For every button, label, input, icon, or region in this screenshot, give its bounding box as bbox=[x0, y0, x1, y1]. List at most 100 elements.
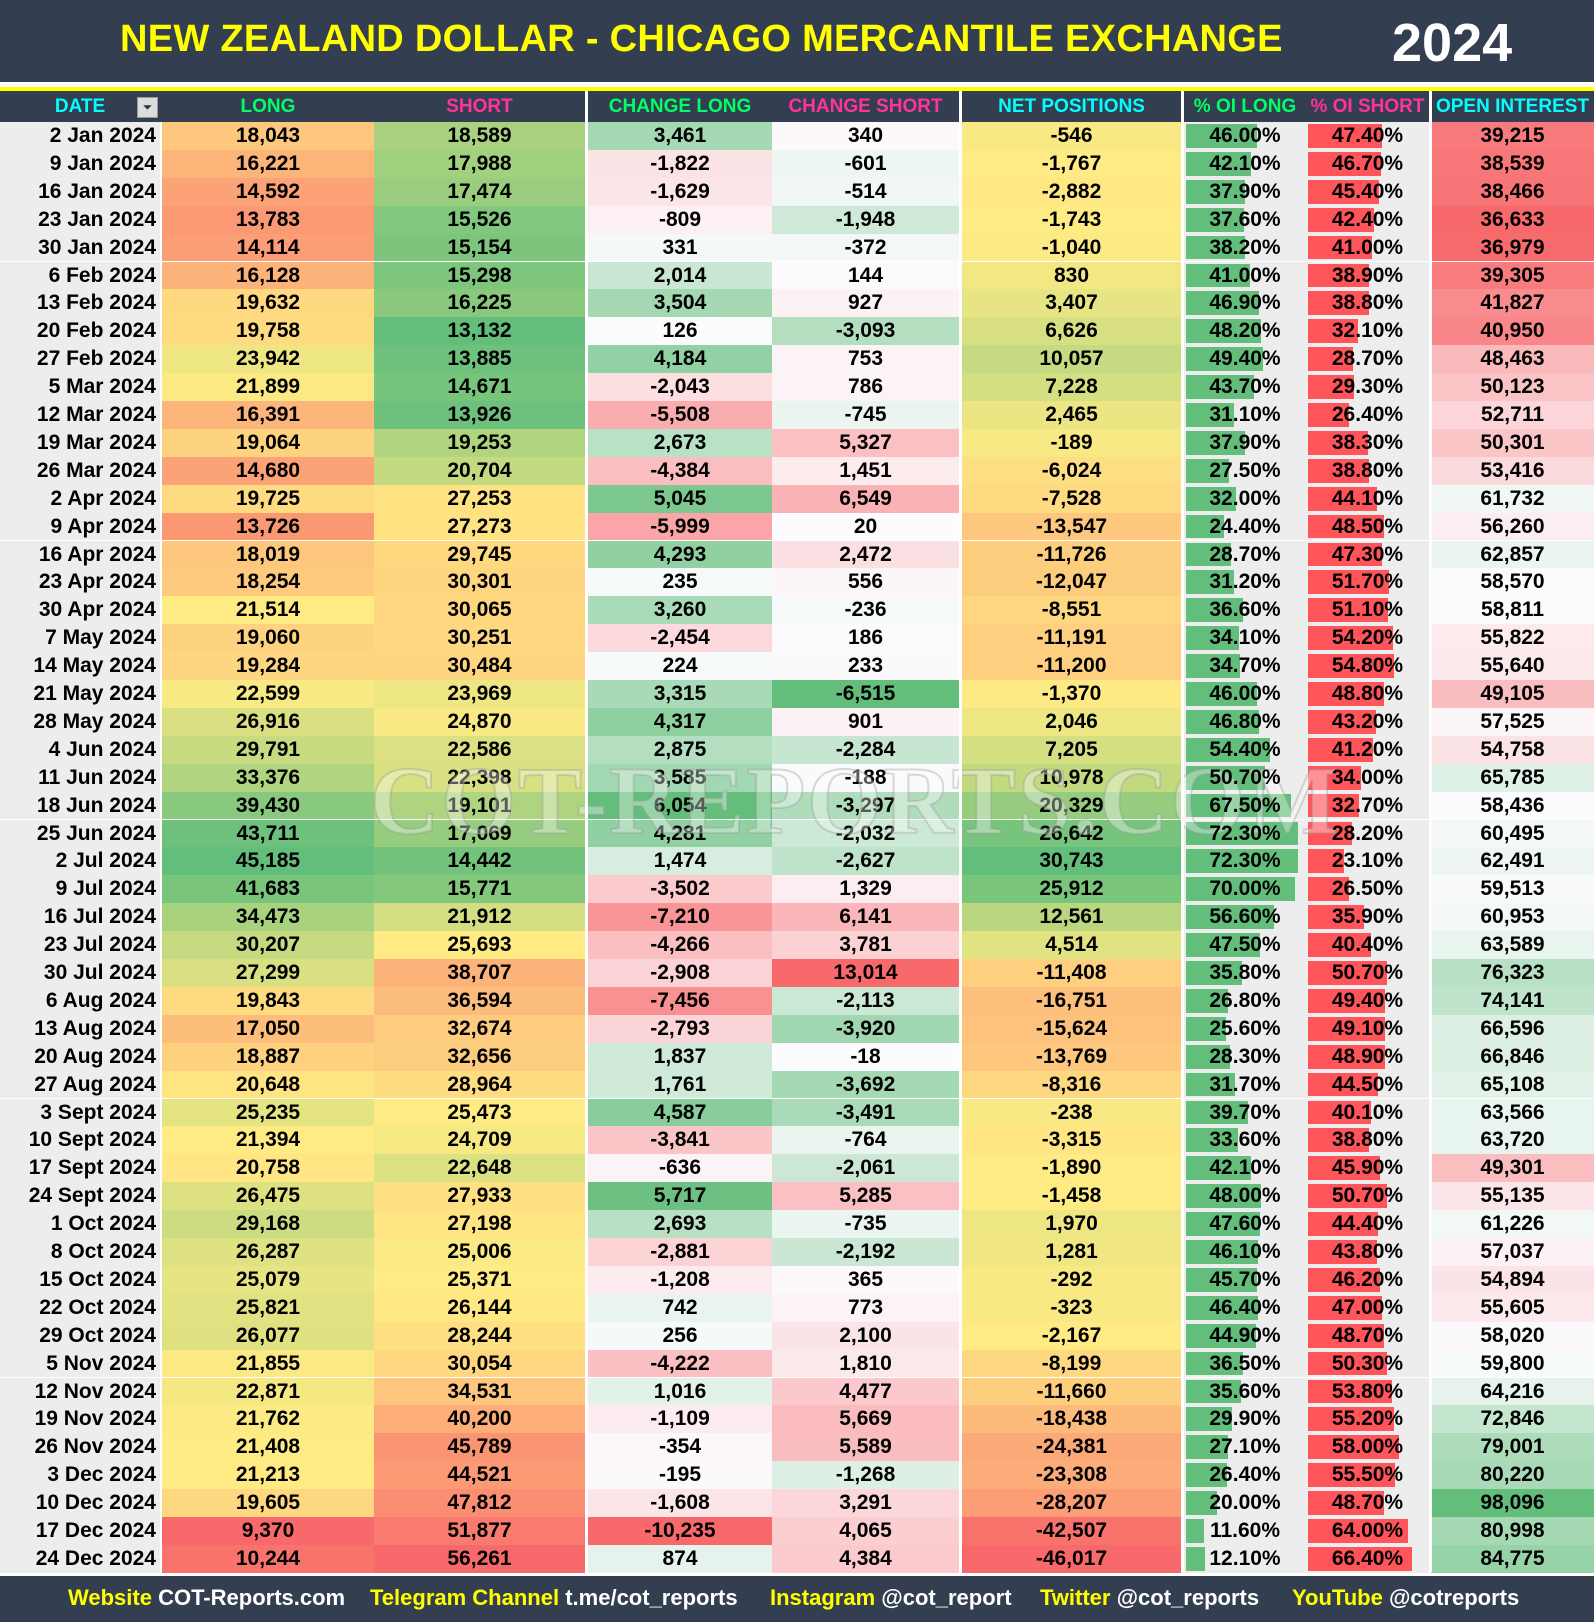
oi-long-data-bar bbox=[1186, 849, 1299, 874]
cell-long: 29,168 bbox=[162, 1210, 374, 1238]
cell-pct-oi-long: 72.30% bbox=[1184, 847, 1306, 876]
table-row: 2 Jan 2024 18,043 18,589 3,461 340 -546 46.00%… bbox=[0, 122, 1594, 150]
cell-pct-oi-long: 47.60% bbox=[1184, 1210, 1306, 1238]
column-header-change-short[interactable]: CHANGE SHORT bbox=[788, 96, 943, 117]
cell-open-interest: 39,215 bbox=[1431, 122, 1594, 150]
cell-net-positions: 10,057 bbox=[962, 345, 1181, 374]
cell-open-interest: 49,301 bbox=[1431, 1154, 1594, 1183]
table-row: 13 Feb 2024 19,632 16,225 3,504 927 3,407 46.9… bbox=[0, 289, 1594, 318]
table-row: 1 Oct 2024 29,168 27,198 2,693 -735 1,970 47.6… bbox=[0, 1210, 1594, 1238]
cell-pct-oi-long: 47.50% bbox=[1184, 931, 1306, 959]
cell-value: 28.70% bbox=[1331, 347, 1404, 371]
table-row: 12 Nov 2024 22,871 34,531 1,016 4,477 -11,660… bbox=[0, 1377, 1594, 1406]
cell-date: 30 Jan 2024 bbox=[0, 233, 160, 262]
cell-value: 50.70% bbox=[1331, 1184, 1404, 1208]
cell-date: 2 Jul 2024 bbox=[0, 847, 160, 876]
cell-short: 15,154 bbox=[374, 233, 585, 262]
cell-value: 34.70% bbox=[1209, 654, 1281, 678]
table-row: 23 Jan 2024 13,783 15,526 -809 -1,948 -1,743 3… bbox=[0, 205, 1594, 234]
cell-pct-oi-long: 72.30% bbox=[1184, 819, 1306, 848]
cell-change-short: 4,065 bbox=[772, 1517, 959, 1545]
cell-long: 22,599 bbox=[162, 680, 374, 708]
cell-pct-oi-long: 46.10% bbox=[1184, 1238, 1306, 1266]
cell-open-interest: 55,605 bbox=[1431, 1293, 1594, 1322]
table-row: 23 Apr 2024 18,254 30,301 235 556 -12,047 31.2… bbox=[0, 568, 1594, 597]
cell-value: 42.10% bbox=[1209, 151, 1281, 175]
oi-short-data-bar bbox=[1308, 961, 1388, 985]
cell-value: 70.00% bbox=[1209, 877, 1281, 901]
cell-long: 19,632 bbox=[162, 289, 374, 318]
cell-pct-oi-long: 31.10% bbox=[1184, 401, 1306, 429]
oi-short-data-bar bbox=[1308, 319, 1359, 344]
table-row: 11 Jun 2024 33,376 22,398 3,585 -188 10,978 50… bbox=[0, 763, 1594, 792]
cell-value: 47.40% bbox=[1331, 124, 1404, 147]
table-row: 15 Oct 2024 25,079 25,371 -1,208 365 -292 45.7… bbox=[0, 1265, 1594, 1294]
column-header-net-positions[interactable]: NET POSITIONS bbox=[998, 96, 1145, 117]
cell-pct-oi-short: 48.70% bbox=[1306, 1489, 1429, 1517]
column-header-pct-oi-short[interactable]: % OI SHORT bbox=[1310, 96, 1425, 117]
cell-change-long: 3,504 bbox=[588, 289, 772, 318]
footer-link-website[interactable]: Website COT-Reports.com bbox=[68, 1585, 345, 1611]
cell-value: 38.80% bbox=[1331, 1128, 1404, 1152]
cell-pct-oi-short: 47.00% bbox=[1306, 1293, 1429, 1322]
cell-short: 40,200 bbox=[374, 1405, 585, 1434]
cell-change-long: 4,317 bbox=[588, 707, 772, 736]
column-header-change-long[interactable]: CHANGE LONG bbox=[608, 96, 752, 117]
cell-pct-oi-short: 44.40% bbox=[1306, 1210, 1429, 1238]
column-header-date[interactable]: DATE bbox=[54, 96, 106, 117]
column-header-short[interactable]: SHORT bbox=[446, 96, 513, 117]
cell-pct-oi-long: 43.70% bbox=[1184, 373, 1306, 401]
cell-open-interest: 58,436 bbox=[1431, 791, 1594, 820]
cell-pct-oi-long: 46.80% bbox=[1184, 707, 1306, 736]
oi-long-data-bar bbox=[1186, 207, 1245, 232]
column-header-open-interest[interactable]: OPEN INTEREST bbox=[1435, 96, 1590, 117]
column-header-long[interactable]: LONG bbox=[240, 96, 296, 117]
footer-link-instagram[interactable]: Instagram @cot_report bbox=[770, 1585, 1012, 1611]
cell-value: 38.90% bbox=[1331, 263, 1404, 287]
oi-long-data-bar bbox=[1186, 1463, 1227, 1488]
cell-short: 30,301 bbox=[374, 568, 585, 597]
oi-long-data-bar bbox=[1186, 821, 1299, 846]
table-row: 17 Dec 2024 9,370 51,877 -10,235 4,065 -42,50… bbox=[0, 1517, 1594, 1545]
footer-link-twitter[interactable]: Twitter @cot_reports bbox=[1040, 1585, 1259, 1611]
cell-long: 18,043 bbox=[162, 122, 374, 150]
cell-pct-oi-long: 48.00% bbox=[1184, 1182, 1306, 1211]
table-row: 14 May 2024 19,284 30,484 224 233 -11,200 34.7… bbox=[0, 652, 1594, 680]
table-header: DATE LONG SHORT CHANGE LONG CHANGE SHORT NET … bbox=[0, 91, 1594, 122]
cell-net-positions: -1,743 bbox=[962, 205, 1181, 234]
cell-pct-oi-short: 28.20% bbox=[1306, 819, 1429, 848]
cell-change-long: 5,045 bbox=[588, 484, 772, 513]
cell-change-short: 233 bbox=[772, 652, 959, 680]
table-row: 27 Aug 2024 20,648 28,964 1,761 -3,692 -8,316… bbox=[0, 1070, 1594, 1099]
cell-pct-oi-short: 44.10% bbox=[1306, 484, 1429, 513]
cell-pct-oi-long: 28.70% bbox=[1184, 540, 1306, 569]
table-row: 5 Mar 2024 21,899 14,671 -2,043 786 7,228 43.7… bbox=[0, 373, 1594, 401]
cell-long: 17,050 bbox=[162, 1014, 374, 1043]
sort-filter-icon[interactable]: ⏷ bbox=[137, 97, 158, 118]
cell-long: 13,726 bbox=[162, 512, 374, 541]
oi-long-data-bar bbox=[1186, 458, 1229, 483]
cell-short: 24,870 bbox=[374, 707, 585, 736]
cell-net-positions: 30,743 bbox=[962, 847, 1181, 876]
cell-pct-oi-short: 38.90% bbox=[1306, 261, 1429, 290]
cell-value: 48.20% bbox=[1209, 319, 1281, 343]
column-header-pct-oi-long[interactable]: % OI LONG bbox=[1193, 96, 1297, 117]
oi-short-data-bar bbox=[1308, 709, 1376, 734]
footer-link-telegram-channel[interactable]: Telegram Channel t.me/cot_reports bbox=[370, 1585, 738, 1611]
cell-value: 47.50% bbox=[1209, 933, 1281, 957]
cell-date: 23 Jan 2024 bbox=[0, 205, 160, 234]
cell-net-positions: 7,228 bbox=[962, 373, 1181, 401]
footer-link-youtube[interactable]: YouTube @cotreports bbox=[1292, 1585, 1519, 1611]
cell-change-long: 3,461 bbox=[588, 122, 772, 150]
cell-net-positions: 12,561 bbox=[962, 903, 1181, 932]
cell-value: 39.70% bbox=[1209, 1100, 1281, 1124]
footer-label: Twitter bbox=[1040, 1585, 1111, 1610]
cell-long: 34,473 bbox=[162, 903, 374, 932]
cell-pct-oi-long: 24.40% bbox=[1184, 512, 1306, 541]
cell-date: 24 Sept 2024 bbox=[0, 1182, 160, 1211]
cell-long: 21,394 bbox=[162, 1126, 374, 1155]
table-row: 4 Jun 2024 29,791 22,586 2,875 -2,284 7,205 54… bbox=[0, 735, 1594, 764]
table-row: 28 May 2024 26,916 24,870 4,317 901 2,046 46.8… bbox=[0, 707, 1594, 736]
cell-value: 46.70% bbox=[1331, 151, 1404, 175]
cell-short: 36,594 bbox=[374, 986, 585, 1015]
